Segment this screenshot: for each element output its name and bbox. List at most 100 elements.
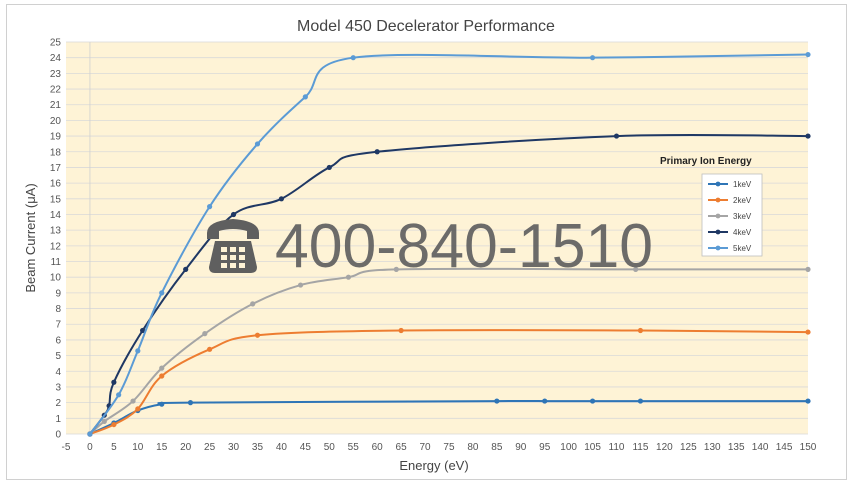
data-point — [135, 406, 141, 412]
y-tick-label: 14 — [50, 210, 62, 221]
y-tick-label: 19 — [50, 132, 62, 143]
data-point — [111, 379, 117, 385]
data-point — [494, 398, 500, 404]
x-tick-label: 140 — [752, 442, 769, 453]
legend-item: 4keV — [708, 228, 752, 237]
x-tick-label: 90 — [515, 442, 527, 453]
data-point — [350, 55, 356, 61]
x-tick-label: 35 — [252, 442, 264, 453]
x-tick-label: 120 — [656, 442, 673, 453]
data-point — [805, 133, 811, 139]
x-tick-label: 10 — [132, 442, 144, 453]
y-tick-label: 8 — [55, 304, 61, 315]
x-tick-label: 55 — [348, 442, 360, 453]
data-point — [159, 401, 165, 407]
y-tick-label: 21 — [50, 100, 62, 111]
data-point — [278, 196, 285, 202]
legend-label: 1keV — [733, 180, 752, 189]
legend-label: 5keV — [733, 244, 752, 253]
y-tick-label: 20 — [50, 116, 62, 127]
legend-title: Primary Ion Energy — [660, 156, 752, 167]
data-point — [398, 327, 404, 334]
y-tick-label: 13 — [50, 226, 62, 237]
y-tick-label: 0 — [55, 430, 61, 441]
y-tick-label: 17 — [50, 163, 62, 174]
y-tick-label: 16 — [50, 179, 62, 190]
y-tick-label: 11 — [51, 257, 62, 268]
y-tick-label: 5 — [55, 351, 61, 362]
data-point — [207, 346, 213, 352]
data-point — [254, 332, 261, 338]
legend-item: 5keV — [708, 244, 752, 253]
y-tick-label: 6 — [55, 335, 61, 346]
x-tick-label: 70 — [419, 442, 431, 453]
y-tick-label: 2 — [55, 398, 61, 409]
data-point — [159, 373, 165, 379]
legend-marker — [715, 181, 721, 187]
x-tick-label: 95 — [539, 442, 551, 453]
x-tick-label: 135 — [728, 442, 745, 453]
data-point — [345, 274, 352, 280]
phone-number: 400-840-1510 — [275, 212, 653, 281]
data-point — [589, 55, 596, 61]
data-point — [254, 141, 261, 147]
data-point — [805, 51, 811, 58]
y-tick-label: 4 — [55, 367, 61, 378]
x-tick-label: 150 — [800, 442, 817, 453]
series-lines — [87, 51, 811, 437]
legend-item: 1keV — [708, 180, 752, 189]
legend-marker — [715, 229, 721, 235]
telephone-icon — [207, 219, 259, 273]
y-tick-label: 22 — [50, 85, 62, 96]
data-point — [589, 398, 596, 404]
legend-marker — [715, 213, 721, 219]
y-tick-labels: 0123456789101112131415161718192021222324… — [50, 38, 62, 441]
x-tick-label: 145 — [776, 442, 793, 453]
data-point — [202, 331, 208, 337]
data-point — [302, 94, 308, 100]
legend: Primary Ion Energy 1keV 2keV 3keV 4keV 5keV — [660, 156, 763, 257]
y-tick-label: 15 — [50, 194, 62, 205]
x-tick-label: 20 — [180, 442, 192, 453]
x-tick-label: 105 — [584, 442, 601, 453]
data-point — [183, 266, 189, 272]
x-tick-label: 75 — [443, 442, 455, 453]
x-tick-label: 100 — [560, 442, 577, 453]
data-point — [130, 398, 136, 404]
legend-item: 3keV — [708, 212, 752, 221]
data-point — [613, 133, 620, 139]
phone-watermark: 400-840-1510 — [207, 212, 653, 281]
chart-title: Model 450 Decelerator Performance — [297, 18, 555, 35]
data-point — [297, 282, 304, 288]
x-tick-label: 0 — [87, 442, 93, 453]
data-point — [139, 327, 146, 334]
y-axis-title: Beam Current (μA) — [23, 183, 38, 292]
y-tick-label: 7 — [55, 320, 61, 331]
y-tick-label: 24 — [50, 53, 62, 64]
x-tick-label: 15 — [156, 442, 168, 453]
data-point — [101, 418, 107, 425]
x-tick-label: 85 — [491, 442, 503, 453]
legend-marker — [715, 197, 721, 203]
data-point — [159, 290, 165, 296]
y-tick-label: 25 — [50, 38, 62, 49]
x-tick-label: 50 — [324, 442, 336, 453]
x-tick-label: 30 — [228, 442, 240, 453]
x-tick-label: 110 — [609, 442, 625, 453]
y-tick-label: 23 — [50, 69, 62, 80]
x-tick-label: 45 — [300, 442, 312, 453]
legend-item: 2keV — [708, 196, 752, 205]
x-tick-label: 25 — [204, 442, 216, 453]
line-chart: 0123456789101112131415161718192021222324… — [23, 18, 817, 473]
data-point — [207, 204, 213, 210]
data-point — [393, 266, 399, 272]
x-axis-title: Energy (eV) — [399, 458, 468, 473]
legend-label: 2keV — [733, 196, 752, 205]
y-tick-label: 18 — [50, 147, 62, 158]
data-point — [637, 327, 644, 334]
series-line — [89, 53, 809, 435]
data-point — [87, 431, 93, 437]
data-point — [805, 266, 811, 272]
y-tick-label: 9 — [55, 288, 61, 299]
x-tick-label: 130 — [704, 442, 721, 453]
